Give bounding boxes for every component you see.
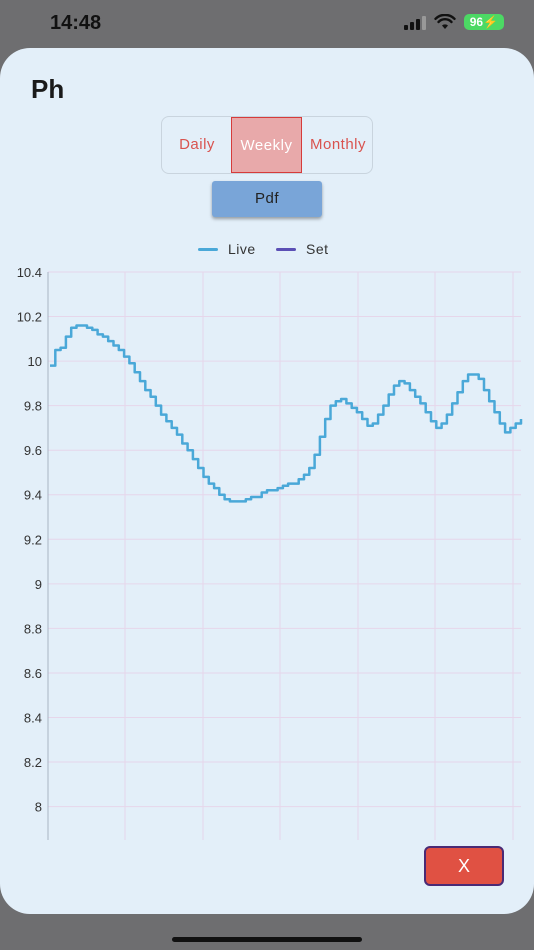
y-tick-label: 9.4 (24, 488, 42, 503)
y-tick-label: 8 (35, 800, 42, 815)
battery-level: 96 (469, 15, 484, 29)
y-tick-label: 10.4 (17, 265, 42, 280)
legend-swatch-set (276, 247, 296, 251)
legend-label-live: Live (228, 241, 256, 257)
modal-sheet: Ph Daily Weekly Monthly Pdf Live Set 10.… (0, 48, 534, 914)
legend-item-set[interactable]: Set (276, 241, 329, 257)
wifi-icon (433, 14, 456, 29)
y-tick-label: 8.8 (24, 621, 42, 636)
status-icons: 96⚡ (403, 14, 504, 30)
tab-monthly[interactable]: Monthly (309, 136, 367, 153)
legend-swatch-live (198, 247, 218, 251)
series-live-line (50, 324, 523, 503)
y-tick-label: 9 (35, 577, 42, 592)
chart-legend: Live Set (0, 241, 534, 261)
y-tick-label: 8.6 (24, 666, 42, 681)
tab-daily[interactable]: Daily (179, 136, 215, 153)
y-tick-label: 9.6 (24, 443, 42, 458)
y-tick-label: 8.2 (24, 755, 42, 770)
status-time: 14:48 (50, 12, 102, 34)
y-tick-label: 10.2 (17, 310, 42, 325)
cellular-signal-icon (403, 14, 426, 30)
legend-item-live[interactable]: Live (198, 241, 256, 257)
home-indicator (172, 937, 362, 942)
y-tick-label: 9.8 (24, 399, 42, 414)
battery-icon: 96⚡ (463, 14, 504, 30)
y-tick-label: 9.2 (24, 532, 42, 547)
legend-label-set: Set (306, 241, 329, 257)
status-bar: 14:48 96⚡ (0, 0, 534, 48)
y-tick-label: 10 (28, 354, 42, 369)
sheet-title: Ph (31, 74, 65, 104)
tab-weekly[interactable]: Weekly (231, 117, 302, 173)
pdf-button[interactable]: Pdf (212, 181, 322, 217)
period-segmented-control: Daily Weekly Monthly (161, 116, 373, 174)
y-tick-label: 8.4 (24, 710, 42, 725)
ph-line-chart: 10.4 10.2 10 9.8 9.6 9.4 9.2 9 8.8 8.6 8.4 8.2 8 (17, 265, 523, 840)
close-button[interactable]: X (424, 846, 504, 886)
